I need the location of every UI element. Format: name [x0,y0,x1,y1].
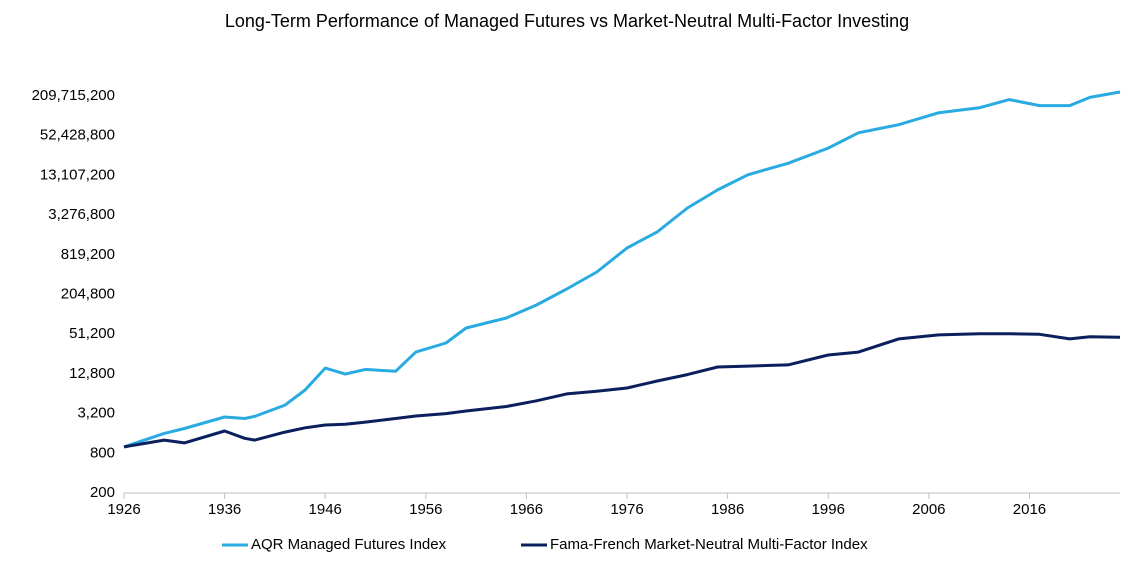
x-tick-label: 2016 [1013,501,1046,518]
y-tick-label: 209,715,200 [32,87,115,104]
y-tick-label: 51,200 [69,325,115,342]
x-tick-label: 1986 [711,501,744,518]
x-tick-label: 2006 [912,501,945,518]
y-tick-label: 800 [90,444,115,461]
y-tick-label: 52,428,800 [40,127,115,144]
y-tick-label: 3,200 [77,405,115,422]
x-tick-label: 1936 [208,501,241,518]
y-tick-label: 819,200 [61,246,115,263]
x-tick-label: 1976 [610,501,643,518]
y-tick-label: 12,800 [69,365,115,382]
x-tick-label: 1926 [107,501,140,518]
y-tick-label: 204,800 [61,285,115,302]
legend-label: AQR Managed Futures Index [251,536,447,553]
y-tick-label: 200 [90,484,115,501]
x-tick-label: 1966 [510,501,543,518]
x-tick-label: 1946 [309,501,342,518]
series-line [123,332,1121,449]
y-tick-label: 3,276,800 [48,206,115,223]
chart-title: Long-Term Performance of Managed Futures… [225,11,909,31]
x-tick-label: 1956 [409,501,442,518]
x-tick-label: 1996 [812,501,845,518]
legend-label: Fama-French Market-Neutral Multi-Factor … [550,536,868,553]
y-tick-label: 13,107,200 [40,166,115,183]
series-line [123,90,1121,449]
